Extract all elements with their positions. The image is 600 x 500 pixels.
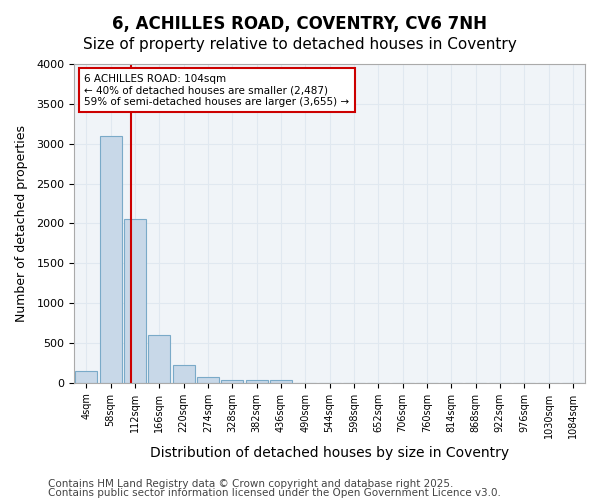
Text: Contains public sector information licensed under the Open Government Licence v3: Contains public sector information licen…: [48, 488, 501, 498]
Bar: [197, 376, 219, 382]
Bar: [173, 365, 194, 382]
Bar: [148, 335, 170, 382]
Bar: [245, 380, 268, 382]
Bar: [221, 380, 243, 382]
Bar: [270, 380, 292, 382]
Bar: [124, 220, 146, 382]
X-axis label: Distribution of detached houses by size in Coventry: Distribution of detached houses by size …: [150, 446, 509, 460]
Bar: [100, 136, 122, 382]
Y-axis label: Number of detached properties: Number of detached properties: [15, 125, 28, 322]
Bar: [76, 370, 97, 382]
Text: Size of property relative to detached houses in Coventry: Size of property relative to detached ho…: [83, 38, 517, 52]
Text: 6, ACHILLES ROAD, COVENTRY, CV6 7NH: 6, ACHILLES ROAD, COVENTRY, CV6 7NH: [113, 15, 487, 33]
Text: 6 ACHILLES ROAD: 104sqm
← 40% of detached houses are smaller (2,487)
59% of semi: 6 ACHILLES ROAD: 104sqm ← 40% of detache…: [85, 74, 350, 107]
Text: Contains HM Land Registry data © Crown copyright and database right 2025.: Contains HM Land Registry data © Crown c…: [48, 479, 454, 489]
